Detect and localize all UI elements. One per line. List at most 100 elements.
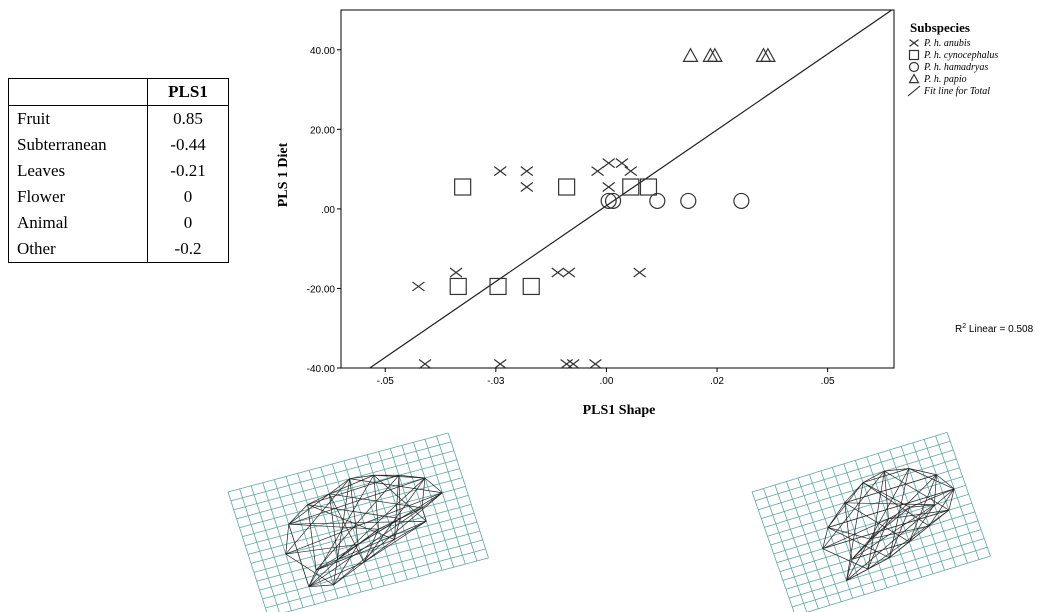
point-x (493, 359, 507, 370)
wireframe-edge (851, 474, 937, 560)
grid-line (236, 459, 458, 520)
grid-line (239, 488, 280, 612)
x-tick-label: -.05 (377, 376, 395, 387)
grid-line (227, 432, 449, 493)
grid-line (265, 548, 486, 609)
table-corner-cell (8, 78, 148, 106)
point-square (449, 277, 467, 296)
wireframe-edge (398, 475, 401, 519)
wireframe-edge (844, 474, 937, 504)
wireframe-edge (285, 492, 443, 555)
wireframe-edge (909, 488, 955, 508)
wireframe-edge (349, 478, 359, 545)
wireframe-edge (846, 568, 869, 581)
grid-line (253, 512, 475, 573)
wireframe-edge (288, 504, 308, 525)
data-points (412, 47, 776, 370)
x-tick-label: -.03 (487, 376, 505, 387)
point-x (412, 281, 425, 292)
y-tick-label: .00 (321, 205, 335, 216)
table-row: Animal 0 (8, 210, 229, 236)
fit-line (369, 9, 893, 369)
point-square (908, 49, 920, 61)
wireframe-edge (363, 477, 426, 563)
wireframe-edge (285, 524, 290, 555)
wireframe-edge (846, 482, 864, 581)
legend-entry-label: P. h. hamadryas (923, 62, 988, 73)
wireframe-edge (307, 474, 400, 505)
grid-line (779, 511, 976, 572)
grid-line (424, 439, 466, 565)
wireframe-edge (308, 559, 339, 587)
wireframe-edge (394, 518, 401, 540)
wireframe-edge (822, 470, 885, 549)
grid-line (284, 557, 489, 612)
grid-line (754, 440, 951, 502)
grid-line (262, 539, 483, 600)
wireframe-edge (827, 488, 955, 528)
wireframe-edge (936, 474, 955, 490)
wireframe-edge (373, 475, 379, 530)
wireframe-edge (846, 538, 871, 581)
wireframe-edge (822, 509, 949, 550)
wireframe-edge (846, 559, 853, 581)
wireframe-edge (394, 520, 427, 540)
y-axis-label: PLS 1 Diet (276, 142, 291, 207)
grid-line (242, 477, 463, 537)
grid-line (763, 488, 808, 612)
table-row: Flower 0 (8, 184, 229, 210)
wireframe-edge (933, 474, 937, 505)
wireframe-edge (884, 468, 909, 472)
wireframe-edge (378, 518, 401, 530)
point-triangle (759, 47, 776, 62)
point-square (639, 178, 658, 196)
wireframe-edge (888, 507, 910, 520)
point-x (493, 166, 507, 177)
legend-entry-label: P. h. cynocephalus (923, 50, 998, 61)
wireframe-edge (851, 541, 910, 560)
wireframe-edge (337, 544, 359, 560)
legend-entry-label: P. h. anubis (923, 38, 971, 49)
wireframe-edge (288, 524, 310, 587)
point-square (489, 277, 507, 296)
grid-line (447, 432, 489, 559)
grid-line (413, 442, 455, 568)
wireframe-edge (421, 477, 426, 508)
point-triangle (682, 47, 699, 62)
wireframe-edge (337, 477, 426, 560)
wireframe-edge (909, 504, 935, 508)
point-x (589, 359, 602, 370)
y-tick-label: -20.00 (307, 284, 336, 295)
wireframe-edge (867, 471, 885, 570)
point-x (615, 158, 629, 169)
point-x (602, 182, 616, 192)
grid-line (935, 435, 980, 560)
point-triangle (908, 73, 920, 84)
wireframe-edge (888, 507, 911, 558)
point-circle (604, 192, 622, 210)
wireframe-edge (822, 548, 869, 570)
x-tick-label: .02 (710, 376, 724, 387)
x-axis: -.05 -.03 .00 .02 .05 (377, 368, 835, 387)
wireframe-edge (424, 477, 443, 493)
wireframe-edge (308, 569, 317, 587)
point-x (602, 158, 616, 169)
point-x (562, 267, 576, 278)
wireframe-edge (329, 478, 350, 495)
wireframe-edge (822, 518, 889, 550)
table-row-value: -0.2 (147, 236, 229, 263)
x-tick-label: .05 (821, 376, 835, 387)
y-tick-label: 40.00 (310, 46, 335, 57)
point-x (449, 267, 463, 278)
wireframe-edge (869, 518, 889, 540)
grid-line (751, 432, 948, 493)
point-square (454, 178, 472, 196)
grid-line (331, 463, 373, 590)
legend-title: Subspecies (910, 20, 970, 35)
grid-line (366, 454, 408, 580)
table-row-label: Fruit (8, 105, 148, 132)
point-triangle (706, 47, 723, 62)
y-axis: -40.00 -20.00 .00 20.00 40.00 (307, 46, 341, 375)
